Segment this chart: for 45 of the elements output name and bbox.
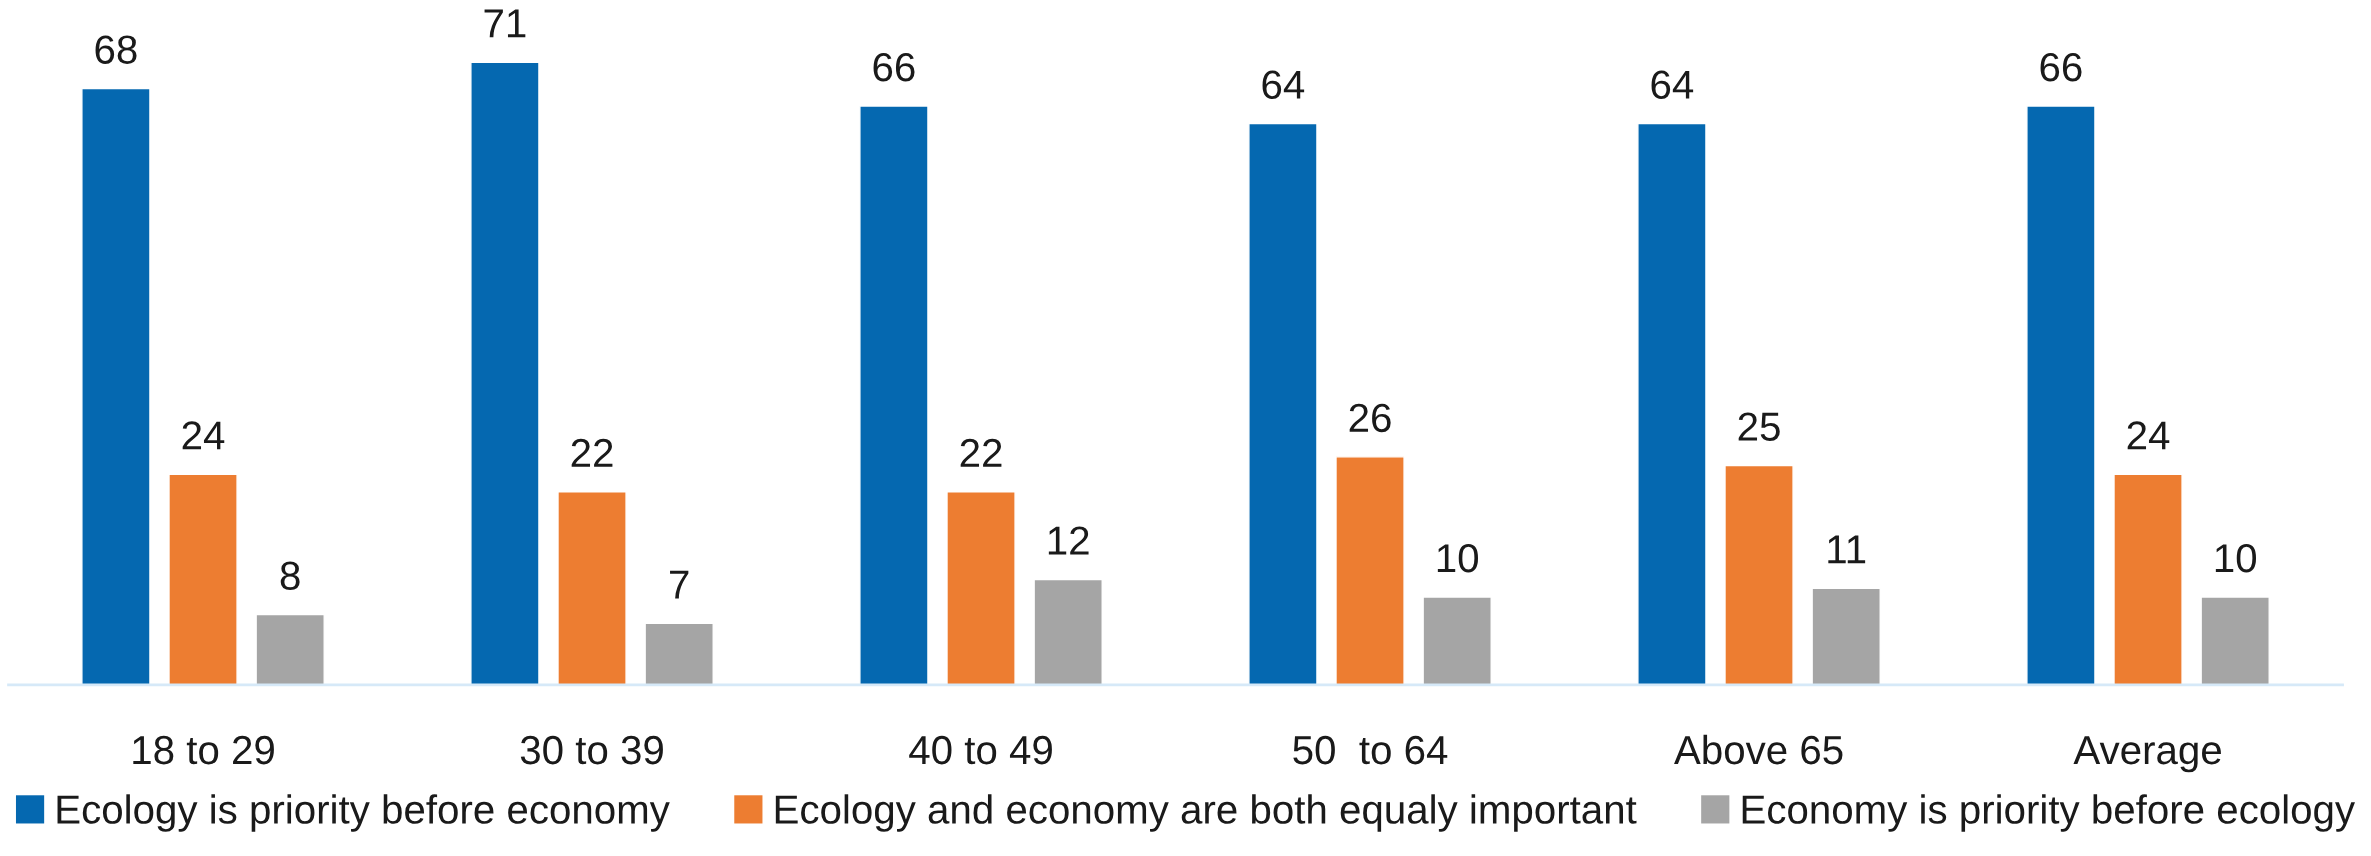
data-label: 10 <box>1437 543 1479 573</box>
x-tick-label: 50 to 64 <box>1293 735 1448 765</box>
bar <box>1724 464 1794 685</box>
data-label: 66 <box>2040 52 2082 82</box>
data-label: 22 <box>960 438 1002 467</box>
bar <box>1335 456 1405 685</box>
data-label: 7 <box>670 570 689 599</box>
x-tick-label: 40 to 49 <box>909 735 1052 765</box>
data-label: 68 <box>95 35 137 64</box>
x-tick-label: Above 65 <box>1674 734 1843 765</box>
x-tick-label: Average <box>2073 736 2221 773</box>
data-label: 26 <box>1349 403 1391 433</box>
data-label: 66 <box>873 52 915 82</box>
data-label: 10 <box>2215 543 2257 573</box>
x-tick-label: 18 to 29 <box>133 735 274 765</box>
data-label: 64 <box>1262 70 1305 99</box>
data-label: 24 <box>182 421 225 450</box>
bar <box>1422 596 1492 685</box>
data-label: 8 <box>280 561 300 591</box>
bar <box>255 613 325 685</box>
legend-label: Ecology is priority before economy <box>57 794 670 832</box>
bar <box>1637 122 1707 685</box>
legend-label: Ecology and economy are both equaly important <box>775 794 1637 832</box>
bar <box>470 61 540 685</box>
data-label: 11 <box>1828 535 1866 564</box>
bar <box>1248 122 1318 685</box>
bar <box>1811 587 1881 685</box>
data-label: 25 <box>1738 412 1780 441</box>
data-label: 71 <box>484 9 526 38</box>
data-label: 24 <box>2127 421 2170 450</box>
data-label: 64 <box>1651 70 1694 99</box>
bar <box>81 87 151 685</box>
bar <box>946 491 1016 685</box>
bar <box>2113 473 2183 685</box>
legend-label: Economy is priority before ecology <box>1742 794 2355 832</box>
bar <box>859 105 929 685</box>
bar <box>2026 105 2096 685</box>
bar <box>644 622 714 685</box>
bar <box>2200 596 2270 685</box>
data-label: 12 <box>1048 526 1089 555</box>
bar <box>557 491 627 685</box>
bar <box>1033 578 1103 685</box>
x-tick-label: 30 to 39 <box>520 735 663 765</box>
bar <box>168 473 238 685</box>
data-label: 22 <box>571 438 613 467</box>
